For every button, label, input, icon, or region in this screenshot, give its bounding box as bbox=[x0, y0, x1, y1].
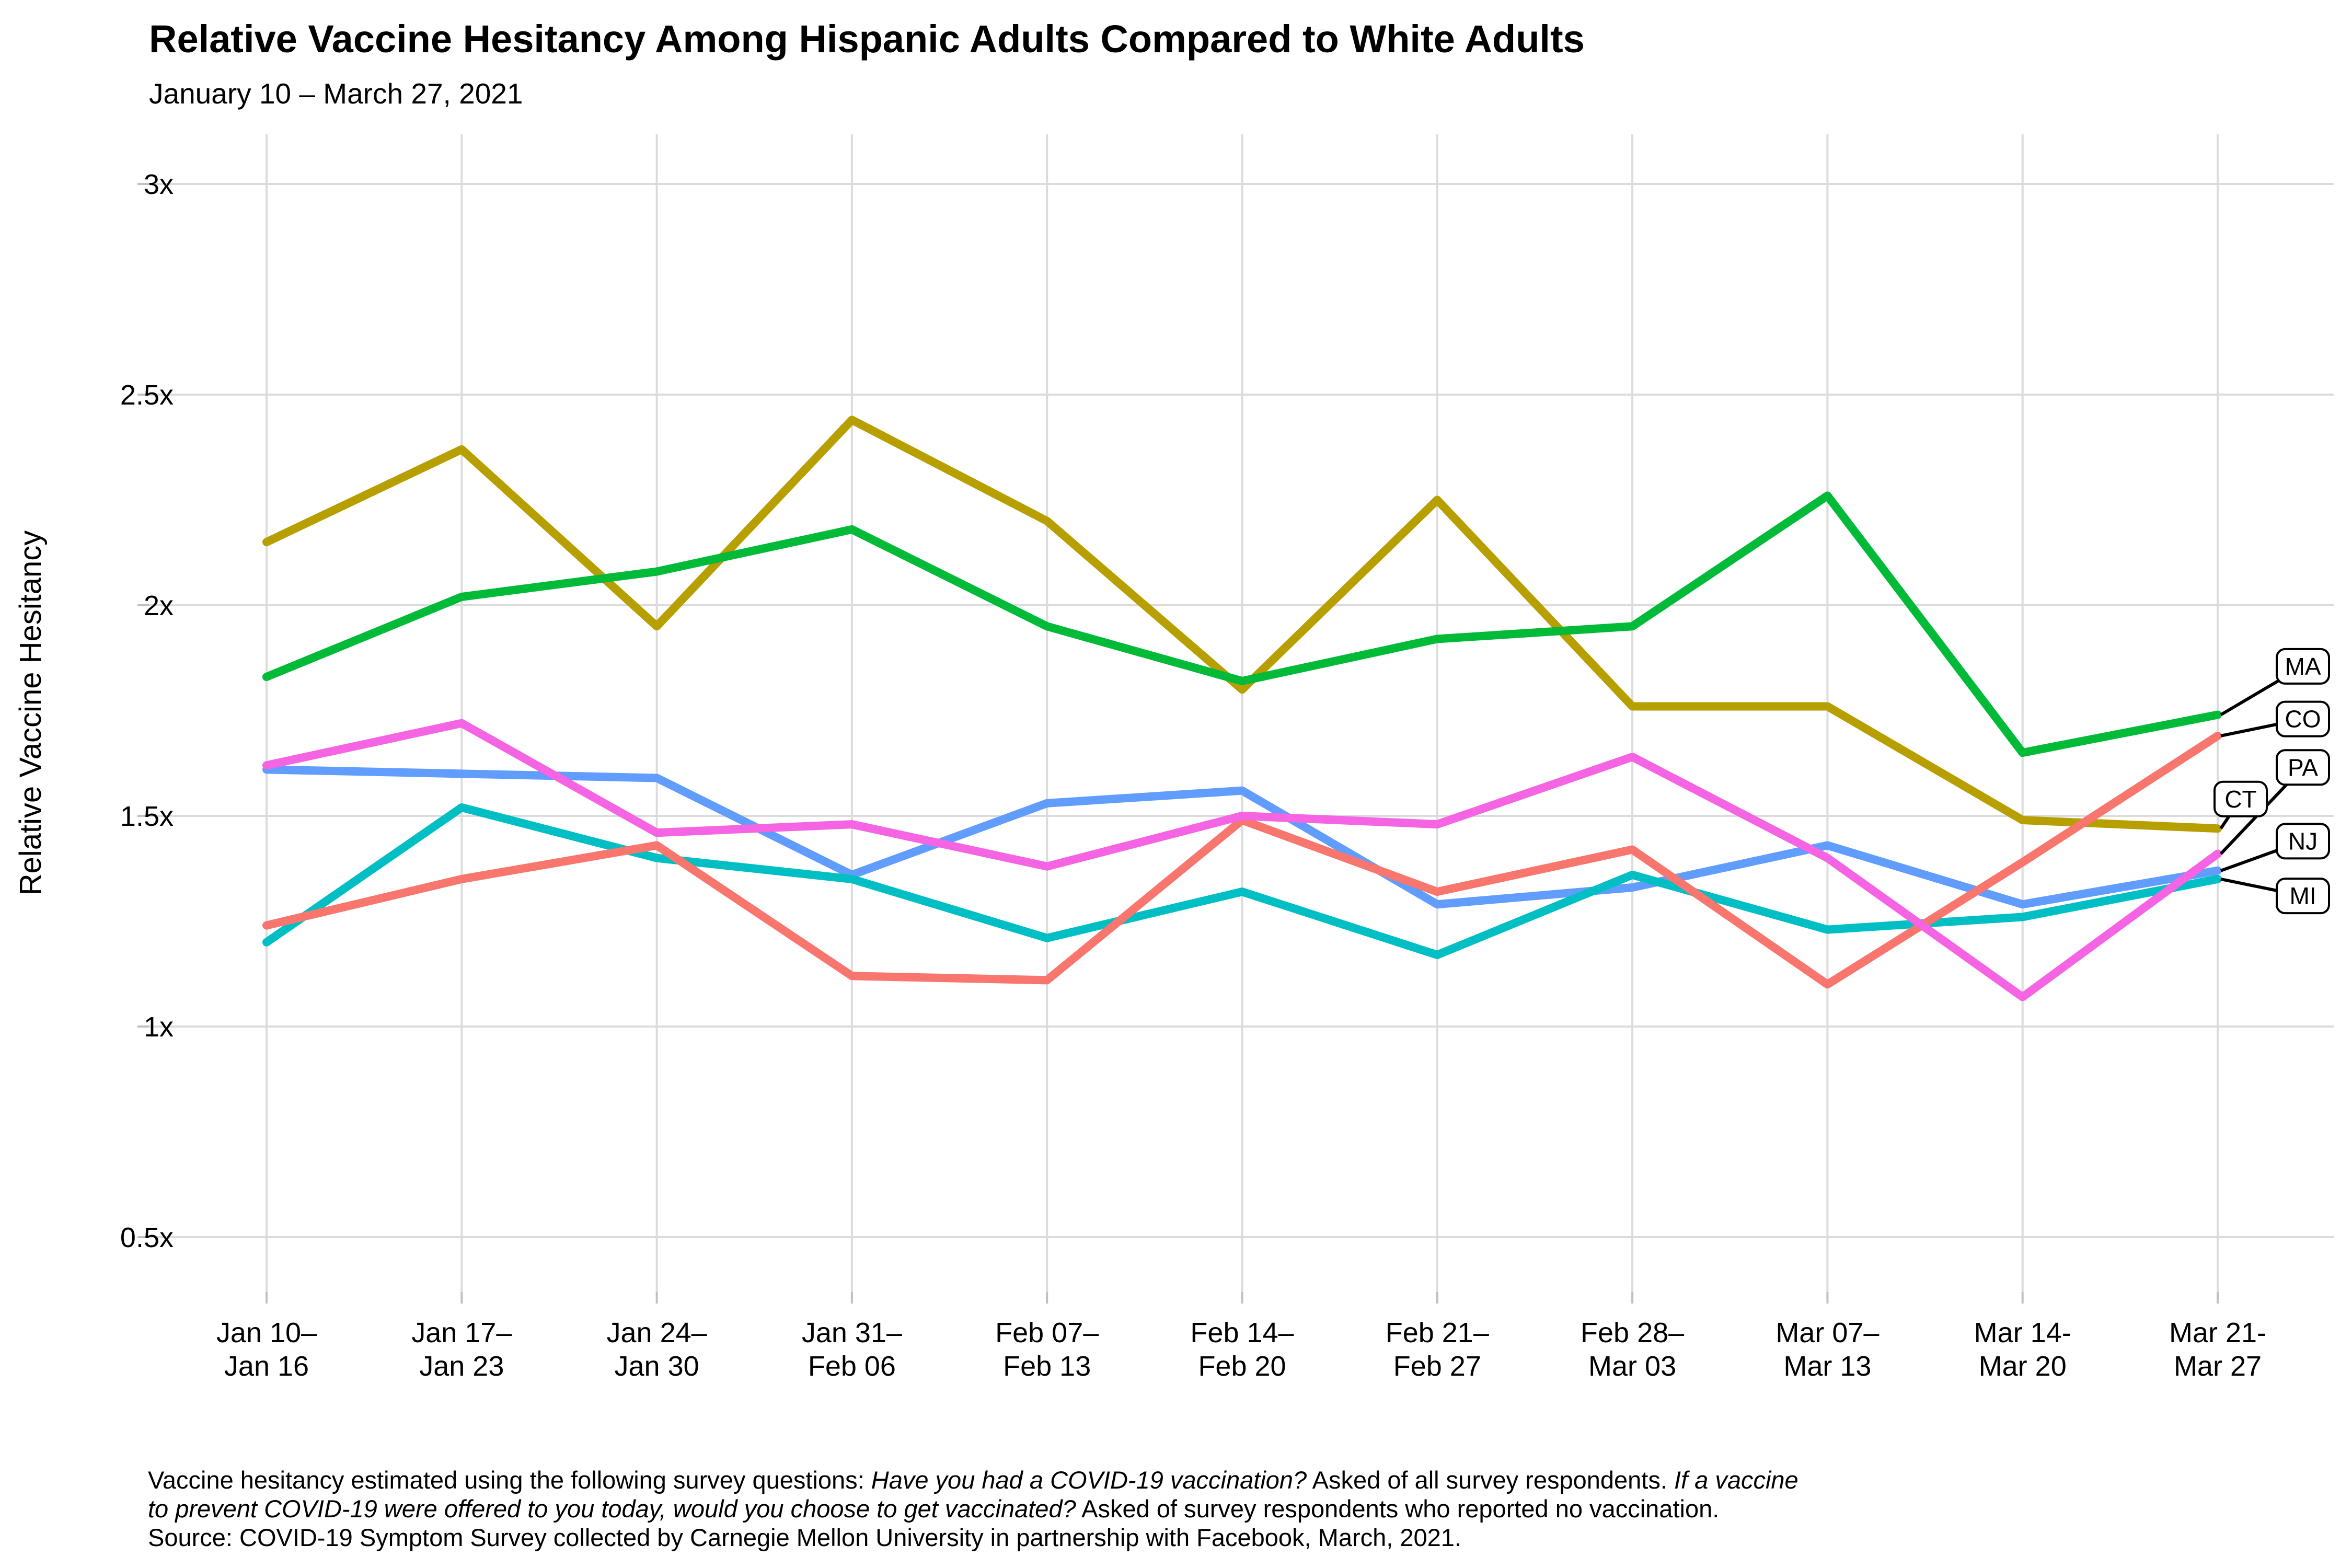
x-tick-label: Feb 07– bbox=[995, 1317, 1099, 1348]
y-axis-title: Relative Vaccine Hesitancy bbox=[14, 531, 48, 895]
series-label-box-CO bbox=[2276, 700, 2330, 737]
series-label-box-MA bbox=[2276, 648, 2330, 685]
x-tick-label: Feb 27 bbox=[1393, 1351, 1481, 1382]
series-line-NJ bbox=[262, 765, 2222, 909]
x-tick-label: Jan 30 bbox=[615, 1351, 699, 1382]
series-end-labels: CT MA NJ MI CO PA bbox=[2213, 648, 2330, 915]
x-tick-label: Feb 28– bbox=[1581, 1317, 1684, 1348]
x-tick-label: Jan 16 bbox=[224, 1351, 309, 1382]
y-tick-label: 1x bbox=[144, 1011, 174, 1043]
chart-subtitle: January 10 – March 27, 2021 bbox=[149, 77, 523, 110]
x-tick-label: Mar 27 bbox=[2174, 1351, 2262, 1382]
x-tick-label: Mar 14- bbox=[1974, 1317, 2071, 1348]
axis-ticks bbox=[137, 183, 2219, 1304]
series-label-text-MI: MI bbox=[2289, 882, 2316, 909]
x-tick-label: Jan 24– bbox=[607, 1317, 707, 1348]
series-line-CT bbox=[262, 416, 2222, 833]
y-tick-label: 2x bbox=[144, 590, 174, 621]
x-tick-label: Mar 21- bbox=[2169, 1317, 2266, 1348]
footnote-line: Vaccine hesitancy estimated using the fo… bbox=[148, 1466, 1798, 1494]
series-line-MA bbox=[262, 491, 2222, 757]
gridlines bbox=[149, 134, 2334, 1292]
footnote-line: Source: COVID-19 Symptom Survey collecte… bbox=[148, 1524, 1461, 1551]
x-tick-label: Jan 17– bbox=[411, 1317, 512, 1348]
x-tick-label: Mar 07– bbox=[1775, 1317, 1879, 1348]
chart-footnote: Vaccine hesitancy estimated using the fo… bbox=[148, 1466, 1798, 1551]
x-tick-label: Mar 13 bbox=[1783, 1351, 1871, 1382]
x-tick-label: Jan 10– bbox=[216, 1317, 317, 1348]
series-label-text-CT: CT bbox=[2224, 786, 2256, 813]
x-tick-label: Feb 13 bbox=[1003, 1351, 1091, 1382]
series-label-text-NJ: NJ bbox=[2288, 827, 2318, 855]
series-label-text-CO: CO bbox=[2285, 706, 2321, 733]
x-tick-label: Jan 31– bbox=[802, 1317, 902, 1348]
series-label-text-MA: MA bbox=[2285, 653, 2321, 680]
series-label-box-CT bbox=[2213, 780, 2268, 817]
y-tick-label: 1.5x bbox=[120, 801, 174, 832]
series-label-box-PA bbox=[2276, 749, 2330, 786]
y-tick-label: 0.5x bbox=[120, 1222, 174, 1253]
series-line-MI bbox=[262, 803, 2222, 959]
y-tick-label: 2.5x bbox=[120, 379, 174, 411]
x-tick-label: Feb 06 bbox=[808, 1351, 896, 1382]
x-axis-labels: Jan 10–Jan 16 Jan 17–Jan 23 Jan 24–Jan 30 J… bbox=[216, 1317, 2266, 1382]
x-tick-label: Jan 23 bbox=[419, 1351, 504, 1382]
series-lines bbox=[262, 416, 2222, 1001]
series-label-text-PA: PA bbox=[2288, 754, 2318, 781]
x-tick-label: Mar 03 bbox=[1588, 1351, 1676, 1382]
x-tick-label: Feb 21– bbox=[1386, 1317, 1489, 1348]
series-label-box-NJ bbox=[2276, 823, 2330, 860]
y-tick-label: 3x bbox=[144, 169, 174, 200]
x-tick-label: Feb 20 bbox=[1198, 1351, 1286, 1382]
x-tick-label: Feb 14– bbox=[1190, 1317, 1294, 1348]
y-axis-labels: 3x 2.5x 2x 1.5x 1x 0.5x bbox=[120, 169, 174, 1253]
series-line-PA bbox=[262, 719, 2222, 1001]
chart-title: Relative Vaccine Hesitancy Among Hispani… bbox=[149, 17, 1585, 61]
footnote-line: to prevent COVID-19 were offered to you … bbox=[148, 1495, 1719, 1523]
x-tick-label: Mar 20 bbox=[1979, 1351, 2067, 1382]
series-label-box-MI bbox=[2276, 878, 2330, 915]
